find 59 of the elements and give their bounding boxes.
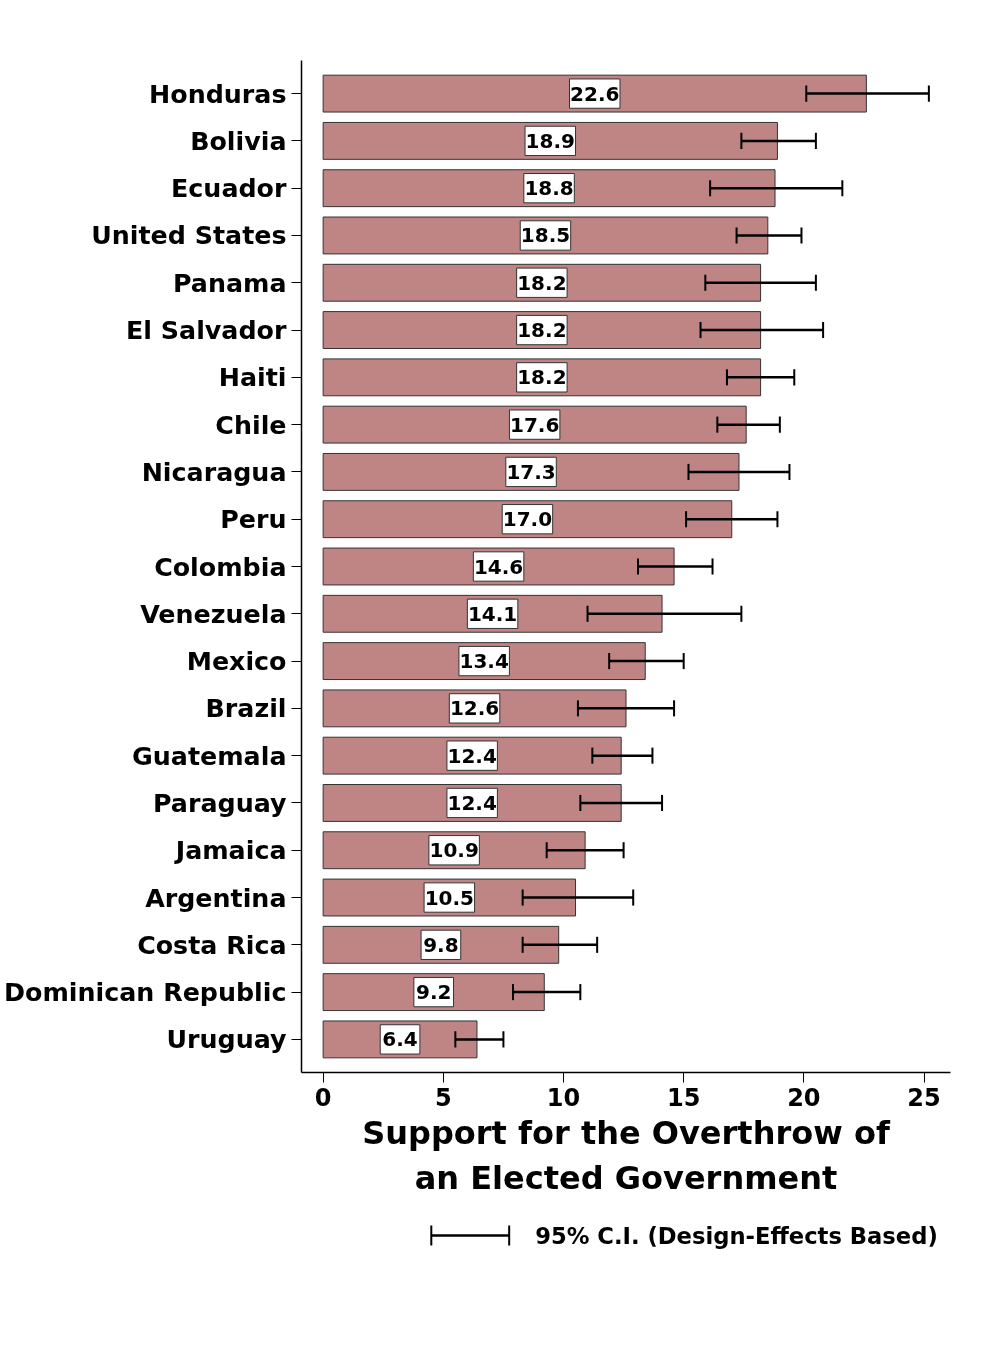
data-label: 14.6 [473, 554, 524, 579]
y-tick-label: Uruguay [166, 1024, 287, 1055]
bar [322, 452, 740, 491]
y-tick-label: Chile [215, 409, 287, 440]
y-tick-label: Haiti [218, 362, 287, 393]
x-tick-label: 10 [546, 1083, 581, 1112]
y-tick-label: Honduras [149, 78, 287, 109]
y-tick-label: Paraguay [152, 787, 287, 818]
y-tick-label: El Salvador [126, 315, 288, 346]
data-label: 18.8 [524, 176, 574, 201]
x-tick-label: 0 [314, 1083, 332, 1112]
y-tick-label: Mexico [186, 646, 287, 677]
y-tick-label: Ecuador [171, 173, 288, 204]
data-label: 17.3 [506, 459, 556, 484]
bar [322, 263, 762, 302]
data-label: 10.9 [429, 838, 479, 863]
x-tick-label: 25 [907, 1083, 941, 1112]
data-label: 18.2 [517, 270, 567, 295]
data-label: 9.8 [423, 932, 459, 957]
bar [322, 358, 762, 397]
x-axis-title: Support for the Overthrow of an Elected Government [362, 1113, 891, 1198]
y-tick-label: Venezuela [140, 598, 287, 629]
data-label: 14.1 [467, 601, 518, 626]
y-tick-label: Bolivia [190, 125, 287, 156]
y-tick-label: United States [91, 220, 287, 251]
data-label: 22.6 [570, 81, 620, 106]
x-tick-label: 5 [434, 1083, 452, 1112]
data-label: 18.2 [517, 365, 567, 390]
data-label: 17.0 [502, 507, 553, 532]
data-label: 13.4 [459, 649, 509, 674]
data-label: 18.5 [520, 223, 571, 248]
y-tick-label: Dominican Republic [3, 977, 287, 1008]
bar [322, 74, 867, 113]
data-label: 12.4 [447, 743, 497, 768]
bar [322, 405, 747, 444]
y-tick-label: Panama [172, 267, 287, 298]
data-label: 10.5 [424, 885, 475, 910]
text: 95% C.I. (Design-Effects Based) [535, 1222, 938, 1249]
data-label: 6.4 [382, 1027, 418, 1052]
data-label: 9.2 [415, 980, 452, 1005]
y-tick-label: Peru [220, 504, 287, 535]
bar [322, 216, 769, 255]
data-label: 17.6 [509, 412, 560, 437]
bar [322, 311, 762, 349]
bar [322, 121, 778, 160]
data-label: 12.6 [449, 696, 500, 721]
y-tick-label: Argentina [145, 882, 287, 913]
y-tick-label: Colombia [154, 551, 287, 582]
y-tick-label: Nicaragua [141, 456, 287, 487]
data-label: 18.2 [517, 318, 567, 343]
y-tick-label: Costa Rica [137, 929, 287, 960]
x-tick-label: 20 [787, 1083, 821, 1112]
y-tick-label: Guatemala [132, 740, 287, 771]
x-tick-label: 15 [666, 1083, 701, 1112]
bar [322, 169, 776, 208]
y-tick-label: Brazil [205, 693, 287, 724]
data-label: 12.4 [447, 790, 497, 815]
data-label: 18.9 [525, 128, 575, 153]
y-tick-label: Jamaica [173, 835, 287, 866]
